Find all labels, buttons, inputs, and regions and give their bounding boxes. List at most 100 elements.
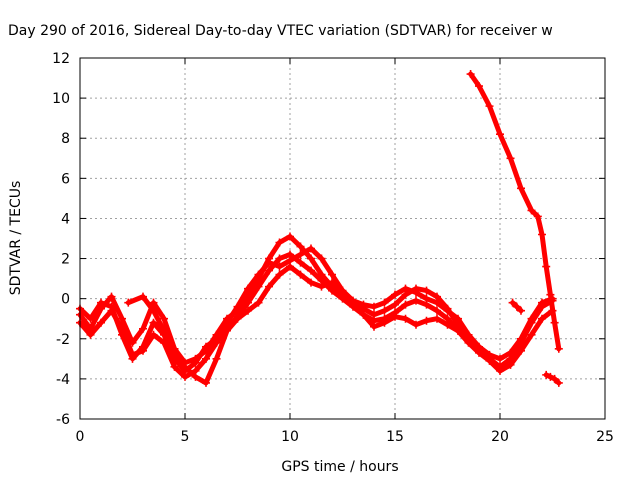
data-point (517, 334, 525, 343)
data-point (454, 314, 462, 323)
data-point (328, 278, 336, 287)
data-point (202, 342, 210, 351)
data-point (212, 354, 221, 363)
data-point (86, 330, 95, 339)
data-point (244, 284, 252, 293)
data-point (533, 212, 542, 221)
data-point (296, 258, 305, 267)
data-point (443, 306, 452, 315)
data-point (191, 358, 200, 367)
data-point (475, 82, 483, 91)
data-point (370, 302, 378, 311)
data-point (328, 270, 336, 279)
data-point (107, 292, 116, 301)
data-point (149, 306, 158, 315)
data-point (296, 270, 305, 279)
y-tick-label: 6 (61, 171, 70, 187)
data-point (170, 350, 179, 359)
data-point (160, 326, 168, 335)
data-point (359, 300, 368, 309)
data-point (433, 306, 441, 315)
data-point (275, 270, 284, 279)
data-point (506, 360, 515, 369)
data-point (401, 314, 410, 323)
data-point (244, 298, 252, 307)
y-axis-label: SDTVAR / TECUs (8, 181, 24, 296)
data-point (359, 310, 368, 319)
data-point (118, 330, 126, 339)
data-point (496, 366, 504, 375)
data-point (265, 266, 273, 275)
data-point (307, 278, 315, 287)
data-point (496, 130, 504, 139)
data-point (433, 298, 441, 307)
data-point (517, 184, 525, 193)
data-point (97, 298, 105, 307)
data-point (307, 266, 315, 275)
y-ticks: -6 -4 -2 0 2 4 6 8 10 12 (52, 51, 605, 428)
data-point (542, 370, 551, 379)
data-point (275, 262, 284, 271)
data-point (128, 354, 137, 363)
data-point (317, 254, 326, 263)
data-point (412, 288, 420, 297)
x-axis-label: GPS time / hours (281, 459, 398, 475)
data-point (265, 282, 273, 291)
data-point (275, 238, 284, 247)
data-point (124, 298, 133, 307)
data-point (512, 302, 521, 311)
y-tick-label: 12 (52, 51, 70, 67)
data-point (454, 326, 462, 335)
data-point (550, 374, 559, 383)
data-point (149, 318, 158, 327)
data-point (254, 282, 263, 291)
data-point (307, 254, 315, 263)
series-track-tail (543, 372, 562, 386)
grid (80, 58, 605, 419)
data-point (506, 348, 515, 357)
data-point (170, 362, 179, 371)
data-point (464, 330, 473, 339)
data-point (97, 318, 105, 327)
x-tick-label: 10 (281, 429, 299, 445)
series-track-b (77, 252, 555, 380)
series-track-c (77, 246, 555, 374)
data-point (254, 298, 263, 307)
data-point (380, 306, 389, 315)
y-tick-label: 0 (61, 292, 70, 308)
data-point (254, 270, 263, 279)
data-point (380, 318, 389, 327)
data-point (496, 354, 504, 363)
x-tick-label: 20 (491, 429, 509, 445)
data-point (538, 230, 546, 239)
data-point (233, 302, 242, 311)
data-point (380, 298, 389, 307)
y-tick-label: 2 (61, 252, 70, 268)
data-point (118, 314, 126, 323)
plot-frame (79, 57, 606, 420)
data-point (296, 250, 305, 259)
chart-title: Day 290 of 2016, Sidereal Day-to-day VTE… (8, 23, 553, 39)
data-point (401, 300, 410, 309)
data-point (527, 330, 536, 339)
data-point (412, 296, 420, 305)
data-point (139, 292, 147, 301)
data-point (391, 300, 399, 309)
data-point (517, 346, 525, 355)
data-point (485, 102, 494, 111)
data-point (275, 254, 284, 263)
y-tick-label: -4 (56, 372, 70, 388)
data-point (422, 316, 431, 325)
data-point (233, 314, 242, 323)
y-tick-label: -2 (56, 332, 70, 348)
data-point (554, 344, 563, 353)
x-ticks: 0 5 10 15 20 25 (76, 58, 614, 445)
data-point (527, 206, 536, 215)
data-point (546, 290, 555, 299)
data-point (338, 294, 347, 303)
data-point (149, 298, 158, 307)
data-point (433, 314, 441, 323)
data-point (202, 378, 210, 387)
data-point (443, 320, 452, 329)
